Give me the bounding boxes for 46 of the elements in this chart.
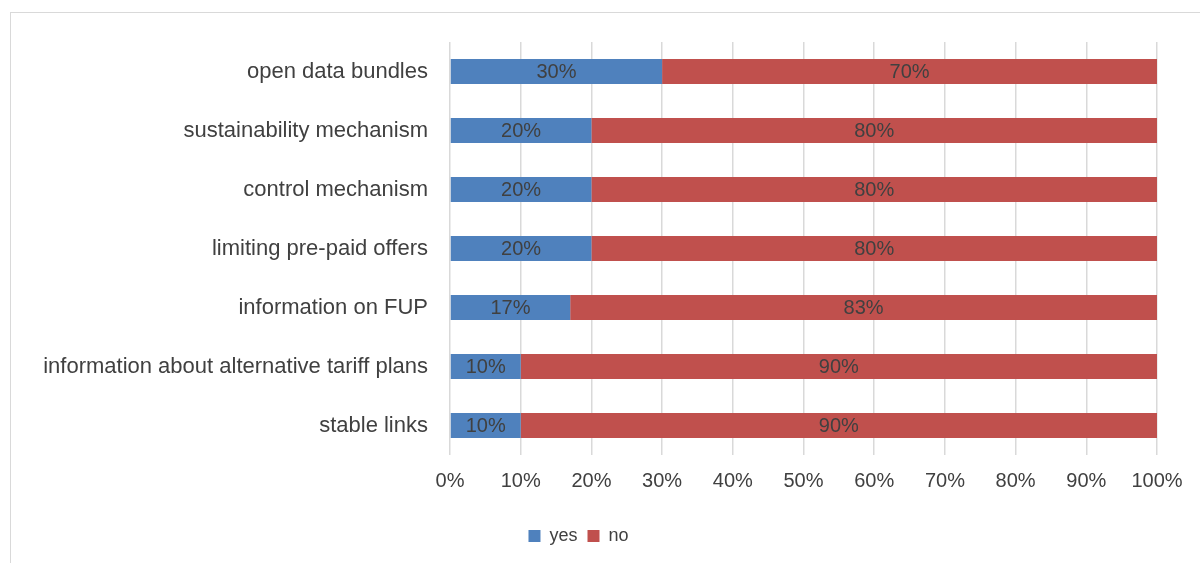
- data-label: 83%: [843, 296, 884, 319]
- x-tick-label: 100%: [1131, 468, 1183, 491]
- data-label: 80%: [854, 178, 895, 201]
- y-tick-label: limiting pre-paid offers: [211, 234, 428, 260]
- bar: [450, 59, 663, 84]
- bar: [520, 413, 1157, 438]
- bar: [450, 118, 592, 143]
- data-label: 10%: [465, 414, 506, 437]
- bar: [520, 354, 1157, 379]
- bar: [450, 177, 592, 202]
- bar: [570, 295, 1157, 320]
- data-label: 90%: [818, 414, 860, 437]
- data-label: 70%: [889, 60, 930, 83]
- x-tick-label: 70%: [924, 468, 966, 491]
- y-tick-label: information about alternative tariff plans: [43, 352, 428, 378]
- legend-label: yes: [549, 524, 578, 545]
- bar: [591, 177, 1157, 202]
- x-tick-label: 60%: [854, 468, 895, 491]
- bar: [662, 59, 1157, 84]
- x-tick-label: 10%: [500, 468, 541, 491]
- data-label: 20%: [501, 178, 542, 201]
- legend-label: no: [608, 524, 629, 545]
- data-label: 20%: [501, 237, 542, 260]
- data-label: 20%: [501, 119, 542, 142]
- data-label: 30%: [536, 60, 577, 83]
- x-tick-label: 40%: [712, 468, 754, 491]
- bar: [591, 236, 1157, 261]
- data-label: 10%: [465, 355, 506, 378]
- x-tick-label: 80%: [995, 468, 1036, 491]
- x-tick-label: 0%: [435, 468, 465, 491]
- data-label: 80%: [854, 237, 895, 260]
- x-tick-label: 50%: [783, 468, 824, 491]
- bar: [450, 236, 592, 261]
- bar: [450, 295, 571, 320]
- y-tick-label: open data bundles: [246, 57, 428, 83]
- data-label: 90%: [818, 355, 860, 378]
- y-tick-label: control mechanism: [243, 175, 428, 201]
- y-tick-label: stable links: [319, 411, 428, 437]
- x-tick-label: 90%: [1066, 468, 1107, 491]
- data-label: 80%: [854, 119, 895, 142]
- bar: [591, 118, 1157, 143]
- x-tick-label: 30%: [642, 468, 683, 491]
- y-tick-label: information on FUP: [238, 293, 428, 319]
- data-label: 17%: [490, 296, 531, 319]
- x-tick-label: 20%: [571, 468, 612, 491]
- y-tick-label: sustainability mechanism: [183, 116, 428, 142]
